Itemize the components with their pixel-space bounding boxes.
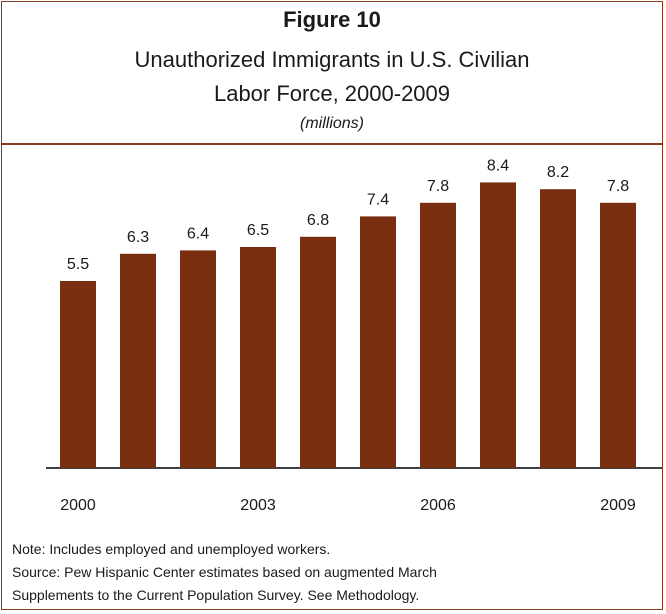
- data-label-2009: 7.8: [607, 178, 629, 195]
- bar-2009: [600, 202, 636, 469]
- source-text-line-2: Supplements to the Current Population Su…: [12, 587, 420, 603]
- units-label: (millions): [300, 115, 364, 132]
- chart-title-line-2: Labor Force, 2000-2009: [213, 81, 451, 106]
- bar-2008: [540, 189, 576, 468]
- figure-label: Figure 10: [283, 7, 381, 32]
- chart-title-line-1: Unauthorized Immigrants in U.S. Civilian: [134, 47, 530, 72]
- data-label-2007: 8.4: [487, 157, 509, 174]
- data-label-2000: 5.5: [67, 256, 89, 273]
- data-label-2005: 7.4: [367, 191, 389, 208]
- x-tick-label-2009: 2009: [600, 497, 636, 514]
- x-tick-label-2000: 2000: [60, 497, 96, 514]
- source-text-line-1: Source: Pew Hispanic Center estimates ba…: [12, 564, 437, 580]
- data-label-2003: 6.5: [247, 222, 269, 239]
- chart-notes: Note: Includes employed and unemployed w…: [12, 538, 437, 607]
- figure-header: Figure 10 Unauthorized Immigrants in U.S…: [1, 1, 663, 145]
- data-label-2001: 6.3: [127, 229, 149, 246]
- bar-2006: [420, 202, 456, 469]
- bar-2007: [480, 182, 516, 468]
- bar-2001: [120, 253, 156, 468]
- bar-2002: [180, 250, 216, 468]
- data-label-2004: 6.8: [307, 212, 329, 229]
- bar-chart: 5.5 2000 6.3 6.4 6.5 2003 6.8 7.4 7.8 2006 8.4 8.2 7…: [46, 157, 662, 514]
- bar-2000: [60, 281, 96, 468]
- bar-2004: [300, 236, 336, 468]
- data-label-2008: 8.2: [547, 164, 569, 181]
- note-text: Note: Includes employed and unemployed w…: [12, 541, 331, 557]
- data-label-2006: 7.8: [427, 178, 449, 195]
- data-label-2002: 6.4: [187, 225, 209, 242]
- bar-2003: [240, 247, 276, 468]
- x-tick-label-2006: 2006: [420, 497, 456, 514]
- x-tick-label-2003: 2003: [240, 497, 276, 514]
- bar-2005: [360, 216, 396, 468]
